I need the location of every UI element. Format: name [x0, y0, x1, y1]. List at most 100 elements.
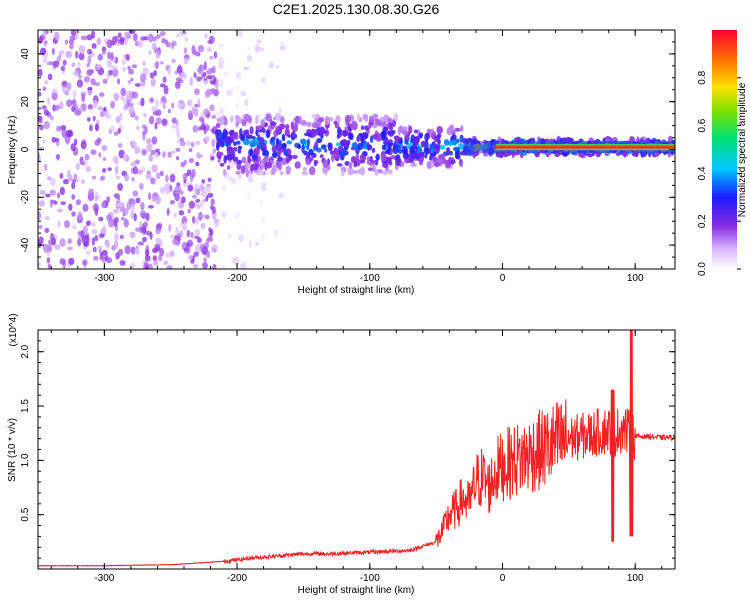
- spectrogram-cell: [415, 135, 420, 144]
- spectrogram-cell: [134, 115, 139, 121]
- spectrogram-cell: [114, 232, 119, 242]
- spectrogram-cell: [270, 140, 276, 146]
- spectrogram-cell: [250, 141, 256, 148]
- spectrogram-cell: [360, 135, 365, 144]
- spectrogram-cell: [130, 77, 134, 82]
- spectrogram-cell: [151, 164, 158, 173]
- spectrogram-cell: [236, 85, 240, 92]
- spectrogram-cell: [149, 72, 155, 79]
- spectrogram-cell: [329, 117, 334, 122]
- spectrogram-cell: [243, 66, 250, 71]
- spectrogram-cell: [247, 134, 254, 139]
- spectrogram-cell: [210, 204, 214, 211]
- spectrogram-cell: [152, 255, 157, 262]
- spectrogram-cell: [174, 81, 181, 90]
- spectrogram-cell: [176, 103, 182, 109]
- spectrogram-cell: [202, 72, 207, 77]
- spectrogram-cell: [382, 170, 388, 175]
- spectrogram-cell: [364, 125, 369, 131]
- spectrogram-cell: [38, 142, 41, 147]
- spectrogram-cell: [56, 125, 62, 132]
- bottom-x-axis: -300 -200 -100 0 100: [50, 330, 663, 584]
- spectrogram-cell: [137, 241, 145, 246]
- spectrogram-cell: [275, 127, 282, 134]
- snr-panel: -300 -200 -100 0 100 0.5 1.0 1.5 2.0 Height of …: [7, 313, 676, 596]
- spectrogram-cell: [166, 208, 170, 216]
- spectrogram-cell: [190, 231, 194, 239]
- spectrogram-cell: [113, 131, 119, 136]
- spectrogram-cell: [169, 250, 175, 258]
- spectrogram-cell: [227, 153, 234, 161]
- spectrogram-cell: [312, 122, 318, 128]
- spectrogram-cell: [132, 166, 139, 175]
- spectrogram-cell: [443, 139, 450, 146]
- spectrogram-cell: [125, 54, 130, 61]
- x-tick-label: 100: [627, 573, 644, 584]
- spectrogram-cell: [113, 208, 118, 214]
- spectrogram-cell: [96, 37, 102, 46]
- spectrogram-cell: [174, 70, 178, 75]
- spectrogram-cell: [203, 61, 207, 71]
- y-tick-label: 20: [20, 96, 31, 108]
- spectrogram-cell: [46, 257, 51, 264]
- spectrogram-cell: [237, 174, 242, 180]
- spectrogram-cell: [275, 64, 280, 69]
- spectrogram-cell: [218, 56, 224, 64]
- spectrogram-cell: [43, 109, 50, 116]
- spectrogram-cell: [365, 133, 369, 139]
- y-tick-label: 2.0: [20, 344, 31, 358]
- spectrogram-cell: [261, 233, 265, 242]
- spectrogram-cell: [94, 235, 99, 242]
- spectrogram-cell: [206, 75, 213, 79]
- spectrogram-cell: [333, 120, 338, 125]
- spectrogram-cell: [335, 142, 341, 147]
- spectrogram-cell: [192, 125, 199, 133]
- spectrogram-cell: [165, 174, 169, 183]
- spectrogram-cell: [155, 34, 161, 39]
- spectrogram-cell: [434, 145, 440, 154]
- spectrogram-cell: [64, 90, 69, 96]
- spectrogram-cell: [371, 147, 376, 153]
- spectrogram-cell: [246, 55, 253, 62]
- spectrogram-cell: [191, 49, 198, 56]
- spectrogram-cell: [129, 231, 136, 239]
- spectrogram-cell: [393, 113, 398, 122]
- spectrogram-cell: [279, 45, 287, 51]
- spectrogram-cell: [177, 64, 182, 71]
- y-tick-label: 1.0: [20, 453, 31, 467]
- spectrogram-cell: [111, 36, 118, 45]
- spectrogram-cell: [286, 157, 290, 164]
- spectrogram-cell: [171, 43, 175, 50]
- spectrogram-cell: [221, 184, 227, 192]
- spectrogram-cell: [278, 192, 285, 199]
- spectrogram-cell: [387, 130, 395, 137]
- spectrogram-cell: [311, 128, 315, 136]
- spectrogram-cell: [291, 154, 298, 159]
- spectrogram-cell: [239, 128, 243, 137]
- spectrogram-cell: [228, 232, 232, 239]
- snr-line: [38, 330, 675, 567]
- spectrogram-cell: [169, 173, 176, 183]
- spectrogram-cell: [398, 138, 402, 145]
- spectrogram-cell: [62, 85, 66, 93]
- spectrogram-cell: [162, 151, 166, 158]
- spectrogram-cell: [132, 141, 138, 148]
- spectrogram-cell: [317, 117, 325, 123]
- spectrogram-cell: [408, 125, 413, 134]
- spectrogram-cell: [369, 155, 373, 162]
- spectrogram-cell: [178, 210, 185, 216]
- spectrogram-cell: [62, 59, 67, 66]
- spectrogram-cell: [106, 214, 113, 222]
- spectrogram-cell: [137, 39, 144, 48]
- spectrogram-cell: [116, 202, 122, 207]
- spectrogram-cell: [40, 47, 46, 56]
- spectrogram-cell: [308, 156, 312, 164]
- spectrogram-cell: [362, 145, 368, 150]
- spectrogram-cell: [46, 97, 51, 105]
- spectrogram-cell: [191, 106, 196, 115]
- spectrogram-cell: [219, 107, 225, 116]
- spectrogram-cell: [437, 126, 443, 134]
- spectrogram-cell: [311, 114, 318, 119]
- spectrogram-cell: [60, 201, 66, 206]
- spectrogram-cell: [74, 138, 78, 146]
